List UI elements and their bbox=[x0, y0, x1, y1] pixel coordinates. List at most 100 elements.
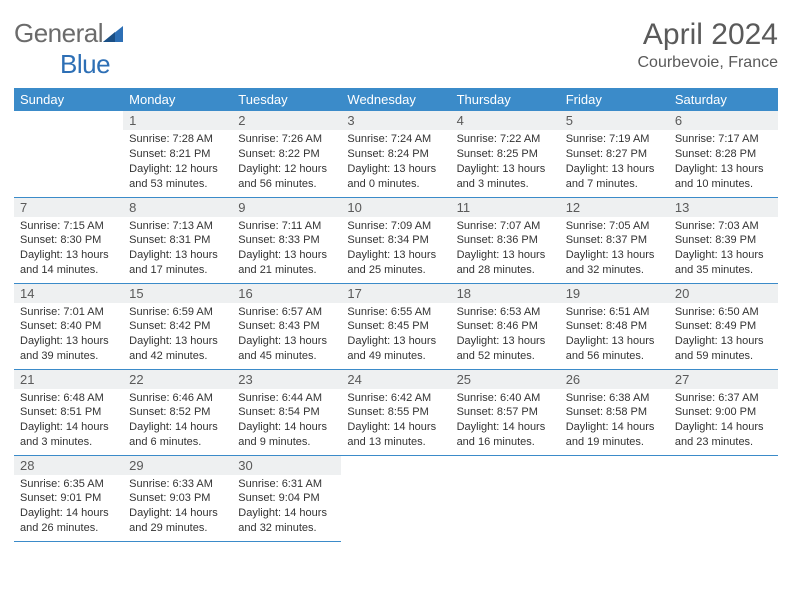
day-number: 8 bbox=[123, 198, 232, 217]
weekday-header: Saturday bbox=[669, 88, 778, 111]
calendar-cell: 27Sunrise: 6:37 AMSunset: 9:00 PMDayligh… bbox=[669, 369, 778, 455]
weekday-header: Tuesday bbox=[232, 88, 341, 111]
calendar-row: ..1Sunrise: 7:28 AMSunset: 8:21 PMDaylig… bbox=[14, 111, 778, 197]
day-body: Sunrise: 6:37 AMSunset: 9:00 PMDaylight:… bbox=[669, 389, 778, 452]
day-number: 10 bbox=[341, 198, 450, 217]
day-body: Sunrise: 7:01 AMSunset: 8:40 PMDaylight:… bbox=[14, 303, 123, 366]
calendar-cell: 30Sunrise: 6:31 AMSunset: 9:04 PMDayligh… bbox=[232, 455, 341, 541]
day-body: Sunrise: 7:26 AMSunset: 8:22 PMDaylight:… bbox=[232, 130, 341, 193]
calendar-cell: 23Sunrise: 6:44 AMSunset: 8:54 PMDayligh… bbox=[232, 369, 341, 455]
day-body: Sunrise: 6:59 AMSunset: 8:42 PMDaylight:… bbox=[123, 303, 232, 366]
calendar-cell: 1Sunrise: 7:28 AMSunset: 8:21 PMDaylight… bbox=[123, 111, 232, 197]
calendar-cell: 21Sunrise: 6:48 AMSunset: 8:51 PMDayligh… bbox=[14, 369, 123, 455]
day-number: 22 bbox=[123, 370, 232, 389]
day-number: 6 bbox=[669, 111, 778, 130]
calendar-cell: 19Sunrise: 6:51 AMSunset: 8:48 PMDayligh… bbox=[560, 283, 669, 369]
day-number: 13 bbox=[669, 198, 778, 217]
day-body: Sunrise: 6:40 AMSunset: 8:57 PMDaylight:… bbox=[451, 389, 560, 452]
weekday-header: Monday bbox=[123, 88, 232, 111]
day-body: Sunrise: 7:28 AMSunset: 8:21 PMDaylight:… bbox=[123, 130, 232, 193]
location: Courbevoie, France bbox=[637, 54, 778, 72]
weekday-header: Friday bbox=[560, 88, 669, 111]
title-block: April 2024 Courbevoie, France bbox=[637, 18, 778, 72]
logo: General Blue bbox=[14, 18, 123, 80]
day-body: Sunrise: 6:35 AMSunset: 9:01 PMDaylight:… bbox=[14, 475, 123, 538]
logo-text-general: General bbox=[14, 18, 103, 48]
calendar-cell: 26Sunrise: 6:38 AMSunset: 8:58 PMDayligh… bbox=[560, 369, 669, 455]
calendar-cell: 6Sunrise: 7:17 AMSunset: 8:28 PMDaylight… bbox=[669, 111, 778, 197]
weekday-header: Thursday bbox=[451, 88, 560, 111]
logo-text-blue: Blue bbox=[60, 49, 110, 79]
day-body: Sunrise: 7:05 AMSunset: 8:37 PMDaylight:… bbox=[560, 217, 669, 280]
calendar-cell: .. bbox=[14, 111, 123, 197]
day-body: Sunrise: 6:57 AMSunset: 8:43 PMDaylight:… bbox=[232, 303, 341, 366]
calendar-cell: 16Sunrise: 6:57 AMSunset: 8:43 PMDayligh… bbox=[232, 283, 341, 369]
calendar-table: SundayMondayTuesdayWednesdayThursdayFrid… bbox=[14, 88, 778, 542]
day-body: Sunrise: 6:42 AMSunset: 8:55 PMDaylight:… bbox=[341, 389, 450, 452]
calendar-cell: 5Sunrise: 7:19 AMSunset: 8:27 PMDaylight… bbox=[560, 111, 669, 197]
day-number: 16 bbox=[232, 284, 341, 303]
day-number: 14 bbox=[14, 284, 123, 303]
calendar-cell: 3Sunrise: 7:24 AMSunset: 8:24 PMDaylight… bbox=[341, 111, 450, 197]
calendar-row: 28Sunrise: 6:35 AMSunset: 9:01 PMDayligh… bbox=[14, 455, 778, 541]
calendar-cell: 15Sunrise: 6:59 AMSunset: 8:42 PMDayligh… bbox=[123, 283, 232, 369]
day-number: 11 bbox=[451, 198, 560, 217]
logo-triangle-icon bbox=[103, 26, 123, 42]
day-body: Sunrise: 7:13 AMSunset: 8:31 PMDaylight:… bbox=[123, 217, 232, 280]
calendar-cell: 4Sunrise: 7:22 AMSunset: 8:25 PMDaylight… bbox=[451, 111, 560, 197]
calendar-cell: 10Sunrise: 7:09 AMSunset: 8:34 PMDayligh… bbox=[341, 197, 450, 283]
day-number: 1 bbox=[123, 111, 232, 130]
calendar-cell: .. bbox=[669, 455, 778, 541]
day-number: 5 bbox=[560, 111, 669, 130]
weekday-header-row: SundayMondayTuesdayWednesdayThursdayFrid… bbox=[14, 88, 778, 111]
day-body: Sunrise: 6:48 AMSunset: 8:51 PMDaylight:… bbox=[14, 389, 123, 452]
calendar-cell: 12Sunrise: 7:05 AMSunset: 8:37 PMDayligh… bbox=[560, 197, 669, 283]
calendar-cell: 7Sunrise: 7:15 AMSunset: 8:30 PMDaylight… bbox=[14, 197, 123, 283]
day-number: 30 bbox=[232, 456, 341, 475]
header: General Blue April 2024 Courbevoie, Fran… bbox=[14, 18, 778, 80]
day-body: Sunrise: 6:38 AMSunset: 8:58 PMDaylight:… bbox=[560, 389, 669, 452]
day-number: 18 bbox=[451, 284, 560, 303]
day-body: Sunrise: 7:22 AMSunset: 8:25 PMDaylight:… bbox=[451, 130, 560, 193]
day-number: 28 bbox=[14, 456, 123, 475]
day-number: 23 bbox=[232, 370, 341, 389]
day-number: 3 bbox=[341, 111, 450, 130]
day-body: Sunrise: 7:17 AMSunset: 8:28 PMDaylight:… bbox=[669, 130, 778, 193]
day-number: 29 bbox=[123, 456, 232, 475]
weekday-header: Sunday bbox=[14, 88, 123, 111]
calendar-cell: 24Sunrise: 6:42 AMSunset: 8:55 PMDayligh… bbox=[341, 369, 450, 455]
day-body: Sunrise: 7:09 AMSunset: 8:34 PMDaylight:… bbox=[341, 217, 450, 280]
calendar-cell: .. bbox=[451, 455, 560, 541]
calendar-row: 14Sunrise: 7:01 AMSunset: 8:40 PMDayligh… bbox=[14, 283, 778, 369]
calendar-cell: 13Sunrise: 7:03 AMSunset: 8:39 PMDayligh… bbox=[669, 197, 778, 283]
day-number: 15 bbox=[123, 284, 232, 303]
calendar-cell: 29Sunrise: 6:33 AMSunset: 9:03 PMDayligh… bbox=[123, 455, 232, 541]
day-number: 12 bbox=[560, 198, 669, 217]
day-body: Sunrise: 7:07 AMSunset: 8:36 PMDaylight:… bbox=[451, 217, 560, 280]
calendar-cell: 28Sunrise: 6:35 AMSunset: 9:01 PMDayligh… bbox=[14, 455, 123, 541]
day-number: 17 bbox=[341, 284, 450, 303]
calendar-row: 21Sunrise: 6:48 AMSunset: 8:51 PMDayligh… bbox=[14, 369, 778, 455]
day-number: 19 bbox=[560, 284, 669, 303]
calendar-cell: 20Sunrise: 6:50 AMSunset: 8:49 PMDayligh… bbox=[669, 283, 778, 369]
day-number: 9 bbox=[232, 198, 341, 217]
calendar-cell: 25Sunrise: 6:40 AMSunset: 8:57 PMDayligh… bbox=[451, 369, 560, 455]
day-body: Sunrise: 7:19 AMSunset: 8:27 PMDaylight:… bbox=[560, 130, 669, 193]
day-body: Sunrise: 6:53 AMSunset: 8:46 PMDaylight:… bbox=[451, 303, 560, 366]
calendar-cell: 18Sunrise: 6:53 AMSunset: 8:46 PMDayligh… bbox=[451, 283, 560, 369]
weekday-header: Wednesday bbox=[341, 88, 450, 111]
calendar-cell: .. bbox=[341, 455, 450, 541]
day-body: Sunrise: 7:03 AMSunset: 8:39 PMDaylight:… bbox=[669, 217, 778, 280]
calendar-body: ..1Sunrise: 7:28 AMSunset: 8:21 PMDaylig… bbox=[14, 111, 778, 541]
month-title: April 2024 bbox=[637, 18, 778, 52]
day-body: Sunrise: 6:44 AMSunset: 8:54 PMDaylight:… bbox=[232, 389, 341, 452]
day-body: Sunrise: 6:51 AMSunset: 8:48 PMDaylight:… bbox=[560, 303, 669, 366]
day-body: Sunrise: 6:31 AMSunset: 9:04 PMDaylight:… bbox=[232, 475, 341, 538]
day-body: Sunrise: 6:46 AMSunset: 8:52 PMDaylight:… bbox=[123, 389, 232, 452]
day-number: 7 bbox=[14, 198, 123, 217]
calendar-cell: 22Sunrise: 6:46 AMSunset: 8:52 PMDayligh… bbox=[123, 369, 232, 455]
calendar-cell: 17Sunrise: 6:55 AMSunset: 8:45 PMDayligh… bbox=[341, 283, 450, 369]
calendar-cell: 11Sunrise: 7:07 AMSunset: 8:36 PMDayligh… bbox=[451, 197, 560, 283]
day-number: 4 bbox=[451, 111, 560, 130]
day-body: Sunrise: 7:24 AMSunset: 8:24 PMDaylight:… bbox=[341, 130, 450, 193]
